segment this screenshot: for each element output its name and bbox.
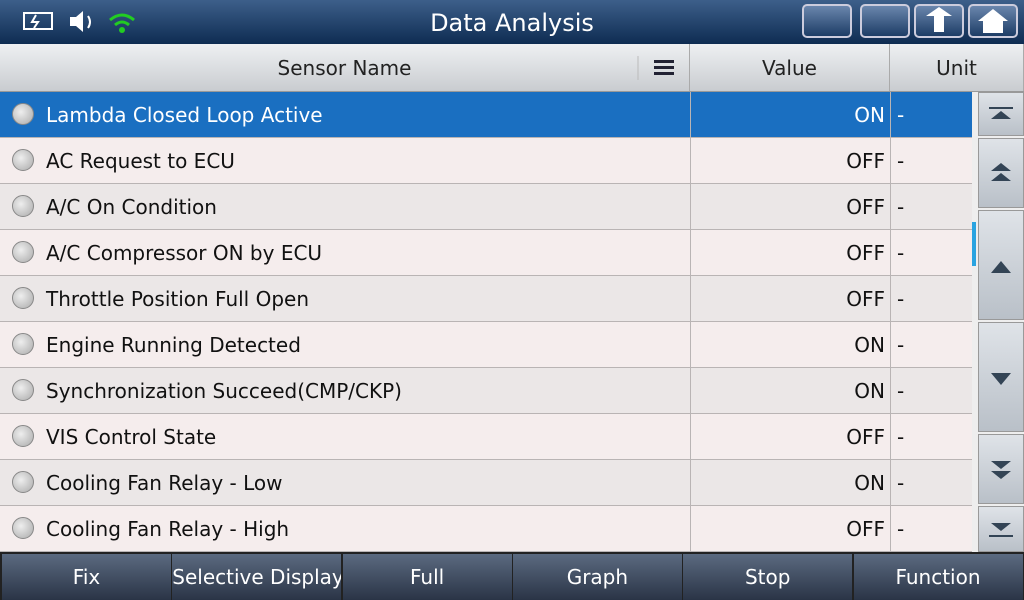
- footer-button[interactable]: Selective Display: [172, 554, 342, 600]
- footer-button[interactable]: Graph: [512, 554, 682, 600]
- row-indicator: [12, 287, 34, 309]
- sensor-unit: -: [890, 138, 972, 184]
- icon: [989, 107, 1013, 119]
- sensor-value: OFF: [690, 138, 885, 184]
- page-up-button[interactable]: [978, 138, 1024, 208]
- sensor-value: OFF: [690, 414, 885, 460]
- table-row[interactable]: Engine Running Detected ON -: [0, 322, 972, 368]
- sensor-value: OFF: [690, 230, 885, 276]
- table-row[interactable]: Cooling Fan Relay - Low ON -: [0, 460, 972, 506]
- status-icons: [23, 11, 135, 33]
- sensor-value: ON: [690, 460, 885, 506]
- sensor-name: Lambda Closed Loop Active: [46, 103, 323, 127]
- sensor-value: ON: [690, 322, 885, 368]
- sensor-name: Cooling Fan Relay - Low: [46, 471, 283, 495]
- sensor-unit: -: [890, 230, 972, 276]
- icon: [991, 261, 1011, 273]
- sensor-value: OFF: [690, 506, 885, 552]
- sensor-value: OFF: [690, 276, 885, 322]
- footer-button[interactable]: Fix: [2, 554, 171, 600]
- row-indicator: [12, 471, 34, 493]
- sensor-name: Cooling Fan Relay - High: [46, 517, 290, 541]
- sensor-unit: -: [890, 92, 972, 138]
- table-header: Sensor Name Value Unit: [0, 44, 1024, 92]
- sensor-name: AC Request to ECU: [46, 149, 235, 173]
- page-down-button[interactable]: [978, 434, 1024, 504]
- sensor-unit: -: [890, 184, 972, 230]
- sensor-value: ON: [690, 368, 885, 414]
- title: Data Analysis: [430, 9, 594, 37]
- icon: [991, 163, 1011, 181]
- sensor-name: Throttle Position Full Open: [46, 287, 310, 311]
- sensor-name: Synchronization Succeed(CMP/CKP): [46, 379, 402, 403]
- line-down-button[interactable]: [978, 322, 1024, 432]
- icon: [991, 373, 1011, 385]
- footer-button[interactable]: Function: [853, 554, 1023, 600]
- row-indicator: [12, 333, 34, 355]
- home-icon: [978, 9, 1008, 33]
- row-indicator: [12, 517, 34, 539]
- footer-button[interactable]: Full: [342, 554, 512, 600]
- line-up-button[interactable]: [978, 210, 1024, 320]
- row-indicator: [12, 103, 34, 125]
- sensor-value: ON: [690, 92, 885, 138]
- row-indicator: [12, 425, 34, 447]
- icon: [991, 461, 1011, 479]
- sensor-unit: -: [890, 368, 972, 414]
- sensor-value: OFF: [690, 184, 885, 230]
- sensor-unit: -: [890, 276, 972, 322]
- row-indicator: [12, 379, 34, 401]
- back-button[interactable]: [914, 4, 964, 38]
- table-row[interactable]: A/C On Condition OFF -: [0, 184, 972, 230]
- row-indicator: [12, 149, 34, 171]
- sensor-name: VIS Control State: [46, 425, 217, 449]
- table-row[interactable]: VIS Control State OFF -: [0, 414, 972, 460]
- sensor-name: A/C On Condition: [46, 195, 217, 219]
- table-row[interactable]: Lambda Closed Loop Active ON -: [0, 92, 972, 138]
- scroll-thumb: [972, 222, 976, 266]
- footer-button[interactable]: Stop: [683, 554, 853, 600]
- sensor-name: Engine Running Detected: [46, 333, 301, 357]
- table-row[interactable]: A/C Compressor ON by ECU OFF -: [0, 230, 972, 276]
- top-bar: Data Analysis: [0, 0, 1024, 44]
- table-row[interactable]: AC Request to ECU OFF -: [0, 138, 972, 184]
- icon: [989, 523, 1013, 537]
- sensor-unit: -: [890, 506, 972, 552]
- footer: Fix Selective Display Full Graph Stop Functio…: [0, 552, 1024, 600]
- table-row[interactable]: Synchronization Succeed(CMP/CKP) ON -: [0, 368, 972, 414]
- sensor-unit: -: [890, 322, 972, 368]
- vehicle-info-button[interactable]: [802, 4, 852, 38]
- column-header: Unit: [890, 44, 1024, 91]
- scrollbar: [972, 92, 1024, 552]
- table-row[interactable]: Cooling Fan Relay - High OFF -: [0, 506, 972, 552]
- column-header: Value: [690, 44, 890, 91]
- up-icon: [926, 7, 952, 32]
- sensor-unit: -: [890, 460, 972, 506]
- home-button[interactable]: [968, 4, 1018, 38]
- sensor-unit: -: [890, 414, 972, 460]
- print-button[interactable]: [860, 4, 910, 38]
- scroll-top-button[interactable]: [978, 92, 1024, 136]
- row-indicator: [12, 241, 34, 263]
- sensor-name: A/C Compressor ON by ECU: [46, 241, 323, 265]
- menu-icon[interactable]: [636, 54, 676, 82]
- column-header: Sensor Name: [0, 44, 690, 91]
- table-row[interactable]: Throttle Position Full Open OFF -: [0, 276, 972, 322]
- row-indicator: [12, 195, 34, 217]
- scroll-bottom-button[interactable]: [978, 506, 1024, 552]
